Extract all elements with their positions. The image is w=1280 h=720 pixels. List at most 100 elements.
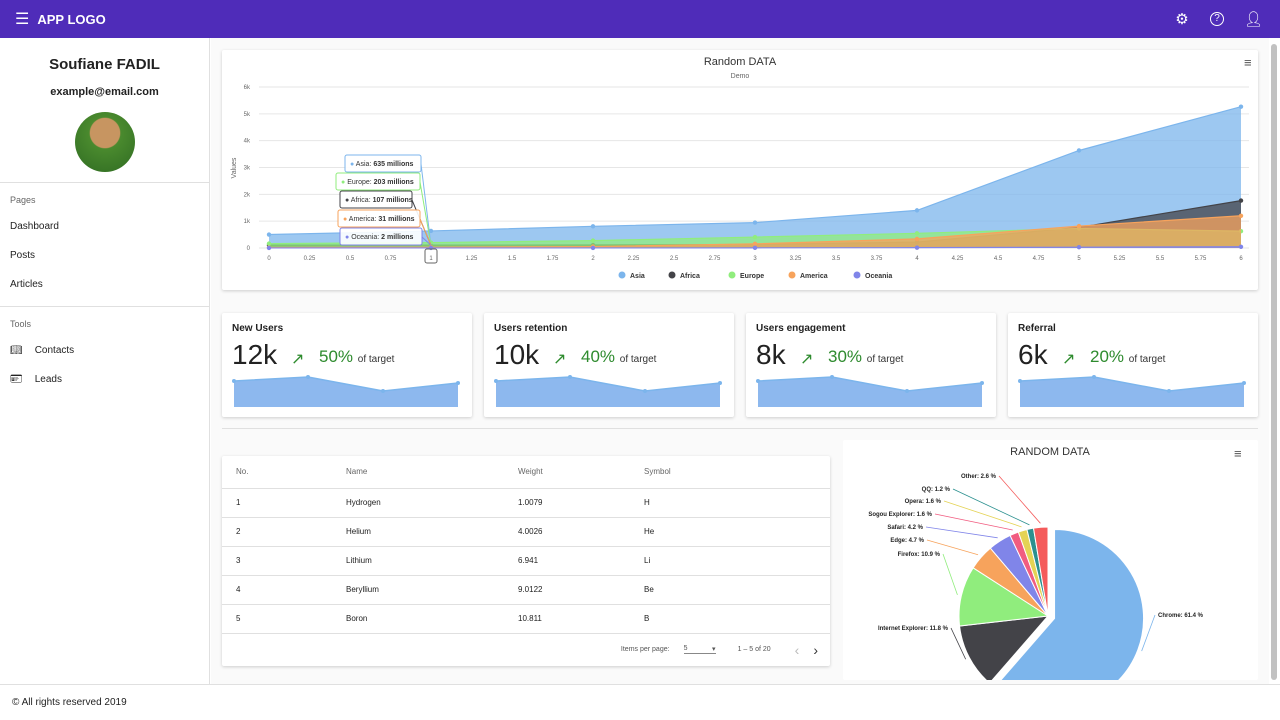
- pie-data-label: Edge: 4.7 %: [890, 538, 924, 544]
- column-header[interactable]: Name: [332, 456, 504, 489]
- table-cell: Beryllium: [332, 575, 504, 605]
- table-cell: Li: [630, 546, 830, 576]
- x-tick-label: 5: [1077, 256, 1081, 262]
- elements-table-card: No. Name Weight Symbol 1 Hydrogen 1.0079 H 2…: [222, 456, 830, 666]
- person-icon[interactable]: 👤︎: [1244, 11, 1264, 28]
- sidebar-item-posts[interactable]: Posts: [0, 248, 209, 277]
- chart-menu-icon: ≡: [1244, 55, 1252, 70]
- pie-connector: [934, 513, 1013, 531]
- app-logo[interactable]: APP LOGO: [37, 11, 106, 27]
- tooltip-box: ● Asia: 635 millions: [344, 154, 432, 246]
- tools-heading: Tools: [10, 319, 32, 329]
- previous-page-button[interactable]: ‹: [794, 641, 800, 658]
- trending-up-icon: ↗: [291, 351, 305, 368]
- legend-item-africa[interactable]: Africa: [668, 271, 700, 281]
- sparkline-point: [1242, 381, 1246, 385]
- gear-icon[interactable]: ⚙: [1175, 11, 1189, 28]
- tooltip-value: 635 millions: [373, 161, 413, 168]
- data-point: [752, 241, 758, 247]
- help-circle-icon[interactable]: ?: [1210, 12, 1224, 26]
- table-row[interactable]: 3 Lithium 6.941 Li: [222, 546, 830, 576]
- area-chart: Random DATA Demo ≡ Values 0 1k 2k 3k 4k 5k 6k 0 0.25…: [231, 55, 1252, 281]
- table-row[interactable]: 4 Beryllium 9.0122 Be: [222, 575, 830, 605]
- table-row[interactable]: 1 Hydrogen 1.0079 H: [222, 488, 830, 518]
- x-tick-label: 2.25: [628, 256, 640, 262]
- sidebar-item-leads[interactable]: 🪪︎ Leads: [0, 372, 209, 401]
- column-header[interactable]: Weight: [504, 456, 630, 489]
- data-point: [752, 220, 758, 225]
- next-page-button[interactable]: ›: [813, 641, 818, 658]
- sparkline: [494, 375, 722, 407]
- page-size-select[interactable]: 5 ▾: [683, 645, 716, 654]
- sidebar-item-dashboard[interactable]: Dashboard: [0, 219, 209, 248]
- x-crosshair-label: [424, 248, 438, 264]
- table-cell: 1.0079: [504, 488, 630, 518]
- nav-label: Contacts: [34, 345, 75, 356]
- data-point: [266, 241, 272, 246]
- sparkline-point: [643, 389, 647, 393]
- data-point: [1238, 244, 1244, 249]
- kpi-percent: 40%: [581, 347, 616, 366]
- hamburger-icon[interactable]: ☰: [15, 11, 30, 28]
- sparkline-area: [1020, 377, 1244, 407]
- legend-label: Oceania: [865, 273, 892, 280]
- data-point: [428, 228, 434, 234]
- table-cell: Be: [630, 575, 830, 605]
- pie-connector: [1141, 614, 1156, 652]
- table-row[interactable]: 2 Helium 4.0026 He: [222, 517, 830, 547]
- tooltip-series: Africa:: [351, 197, 373, 204]
- x-tick-label: 0: [267, 256, 271, 262]
- tooltip-box: ● Europe: 203 millions: [335, 172, 432, 246]
- data-point: [590, 224, 596, 229]
- sparkline: [1018, 375, 1246, 407]
- tooltip-text: ● America: 31 millions: [343, 216, 415, 223]
- data-point: [1238, 198, 1244, 203]
- pie-data-label: Firefox: 10.9 %: [898, 552, 941, 558]
- sparkline-line: [757, 376, 983, 392]
- x-tick-label: 0.5: [346, 256, 355, 262]
- legend-item-oceania[interactable]: Oceania: [853, 271, 893, 281]
- sidebar-item-contacts[interactable]: 📖︎ Contacts: [0, 343, 209, 372]
- sparkline-point: [494, 379, 498, 383]
- footer: © All rights reserved 2019: [0, 684, 1280, 720]
- user-email: example@email.com: [50, 86, 159, 98]
- pie-slice-other[interactable]: [1032, 526, 1049, 617]
- tooltip-value: 2 millions: [381, 234, 413, 241]
- sparkline-area: [496, 377, 720, 407]
- legend-item-america[interactable]: America: [788, 271, 828, 281]
- column-header[interactable]: Symbol: [630, 456, 830, 489]
- table-row[interactable]: 5 Boron 10.811 B: [222, 604, 830, 634]
- tooltip-connector: [420, 163, 432, 246]
- kpi-percent: 30%: [828, 347, 863, 366]
- pie-data-label: Safari: 4.2 %: [887, 525, 923, 531]
- scrollbar[interactable]: [1271, 44, 1277, 680]
- book-icon: 📖︎: [10, 345, 23, 356]
- kpi-card: Users retention 10k ↗ 40% of target: [484, 313, 734, 417]
- chart-title: Random DATA: [704, 56, 777, 68]
- sparkline-point: [756, 379, 760, 383]
- sidebar: Soufiane FADIL example@email.com Pages D…: [0, 38, 210, 684]
- legend-label: Europe: [740, 273, 764, 280]
- table-cell: Boron: [332, 604, 504, 634]
- legend-item-asia[interactable]: Asia: [618, 271, 645, 281]
- x-tick-label: 6: [1239, 256, 1243, 262]
- legend-item-europe[interactable]: Europe: [728, 271, 765, 281]
- area-asia: [269, 106, 1241, 248]
- y-tick-label: 2k: [244, 192, 251, 198]
- column-header[interactable]: No.: [222, 456, 332, 489]
- sidebar-item-articles[interactable]: Articles: [0, 277, 209, 306]
- kpi-card: Users engagement 8k ↗ 30% of target: [746, 313, 996, 417]
- kpi-card: New Users 12k ↗ 50% of target: [222, 313, 472, 417]
- pie-data-label: Sogou Explorer: 1.6 %: [868, 512, 932, 518]
- table-cell: He: [630, 517, 830, 547]
- tooltip-text: ● Asia: 635 millions: [350, 161, 413, 168]
- pie-chart-card: RANDOM DATA ≡ Chrome: 61.4 % Internet Explo…: [843, 440, 1258, 708]
- y-tick-label: 1k: [244, 219, 251, 225]
- sparkline-point: [456, 381, 460, 385]
- table-cell: 9.0122: [504, 575, 630, 605]
- data-point: [266, 232, 272, 237]
- trending-up-icon: ↗: [800, 351, 814, 368]
- tooltip-text: ● Europe: 203 millions: [341, 179, 414, 186]
- table-cell: B: [630, 604, 830, 634]
- user-name: Soufiane FADIL: [49, 56, 160, 73]
